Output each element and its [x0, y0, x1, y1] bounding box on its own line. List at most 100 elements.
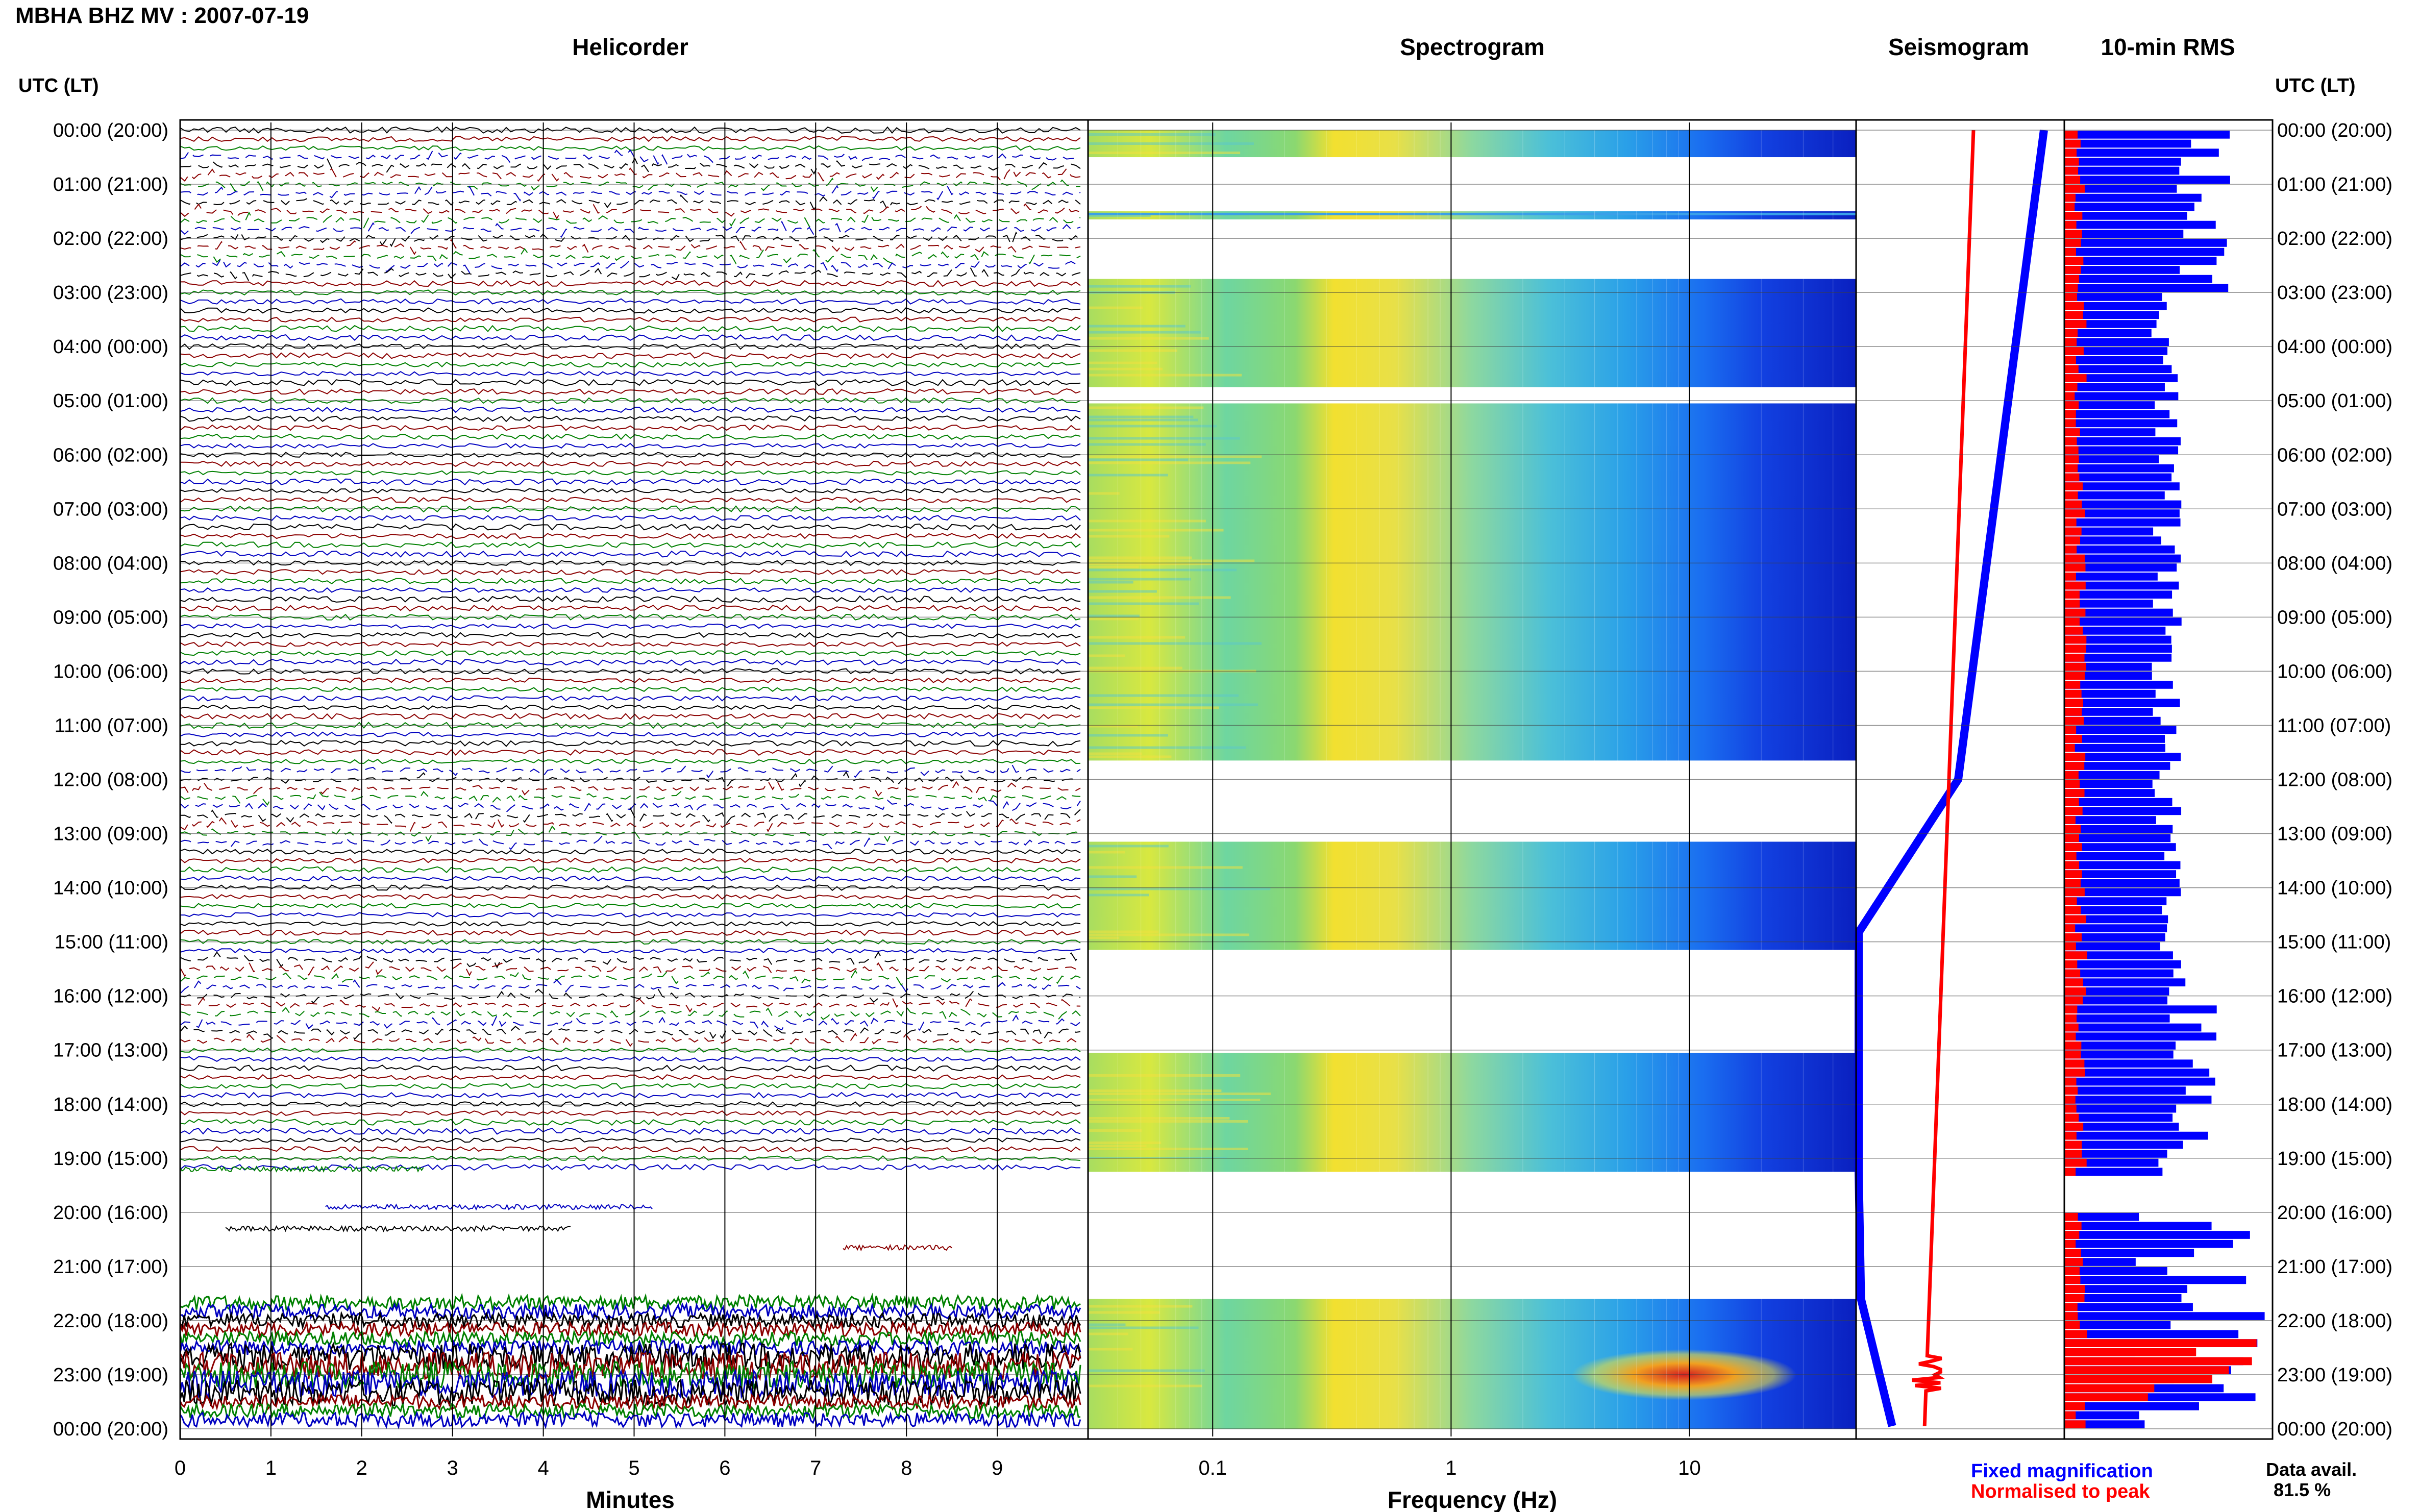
spectrogram-block — [1088, 211, 1856, 219]
legend-fixed-magnification: Fixed magnification — [1971, 1460, 2153, 1482]
rms-bar-fixed — [2064, 743, 2165, 752]
rms-bar-fixed — [2064, 437, 2181, 445]
helicorder-trace — [180, 185, 1081, 202]
helicorder-trace — [180, 211, 1081, 229]
rms-bar-normalised — [2064, 906, 2081, 914]
rms-bar-normalised — [2064, 473, 2080, 482]
helicorder-trace — [180, 541, 1081, 549]
helicorder-trace — [180, 884, 1081, 891]
helicorder-trace — [179, 1401, 1081, 1421]
rms-bar-normalised — [2064, 536, 2081, 544]
rms-bar-normalised — [2064, 247, 2076, 256]
helicorder-trace — [180, 686, 1081, 692]
helicorder-trace — [180, 388, 1081, 395]
time-tick-label-right: 21:00 (17:00) — [2277, 1256, 2392, 1278]
rms-bar-normalised — [2064, 735, 2082, 743]
data-avail-value: 81.5 % — [2274, 1479, 2331, 1500]
rms-bar-fixed — [2064, 1096, 2212, 1104]
frequency-tick-label: 1 — [1445, 1457, 1457, 1479]
helicorder-trace — [180, 515, 1081, 521]
rms-bar-fixed — [2064, 762, 2170, 770]
helicorder-trace — [180, 1032, 1081, 1047]
helicorder-trace — [180, 178, 1081, 192]
utc-label-right: UTC (LT) — [2275, 75, 2356, 96]
time-tick-label-left: 21:00 (17:00) — [53, 1256, 168, 1278]
minute-tick-label: 7 — [810, 1457, 821, 1479]
rms-bar-fixed — [2064, 1050, 2174, 1059]
rms-bar-normalised — [2064, 266, 2081, 274]
rms-bar-normalised — [2064, 275, 2080, 283]
helicorder-trace — [180, 194, 1081, 211]
helicorder-trace — [180, 623, 1081, 629]
time-tick-label-right: 23:00 (19:00) — [2277, 1365, 2392, 1386]
helicorder-trace — [180, 704, 1081, 710]
seismogram-fixed-trace — [1855, 129, 2048, 1427]
helicorder-trace — [180, 488, 1081, 494]
rms-bar-fixed — [2064, 1212, 2139, 1221]
rms-bar-normalised — [2064, 374, 2087, 382]
helicorder-trace — [179, 1310, 1081, 1331]
rms-bar-normalised — [2064, 879, 2081, 887]
rms-bar-normalised — [2064, 716, 2084, 725]
rms-bar-normalised — [2064, 1123, 2084, 1131]
rms-bar-normalised — [2064, 554, 2085, 563]
time-tick-label-right: 02:00 (22:00) — [2277, 228, 2392, 250]
helicorder-trace — [180, 979, 1081, 994]
rms-bar-normalised — [2064, 563, 2086, 572]
time-tick-label-left: 12:00 (08:00) — [53, 770, 168, 791]
helicorder-trace — [180, 1056, 1081, 1062]
rms-bar-fixed — [2064, 1222, 2212, 1230]
rms-bar-normalised — [2064, 1150, 2082, 1158]
rms-bar-fixed — [2064, 518, 2181, 527]
rms-bar-normalised — [2064, 1285, 2085, 1293]
rms-bar-fixed — [2064, 987, 2169, 996]
time-tick-label-right: 20:00 (16:00) — [2277, 1202, 2392, 1224]
rms-bar-normalised — [2064, 419, 2076, 428]
helicorder-trace — [180, 238, 1081, 255]
time-tick-label-right: 17:00 (13:00) — [2277, 1040, 2392, 1061]
rms-bar-normalised — [2064, 617, 2080, 626]
helicorder-trace — [180, 406, 1081, 413]
rms-bar-normalised — [2064, 356, 2076, 364]
rms-bar-normalised — [2064, 699, 2083, 707]
helicorder-trace — [179, 1329, 1081, 1349]
rms-bar-normalised — [2064, 1366, 2229, 1374]
helicorder-trace — [180, 298, 1081, 305]
rms-bar-normalised — [2064, 1032, 2076, 1041]
rms-bar-normalised — [2064, 662, 2086, 671]
helicorder-trace — [180, 961, 1081, 977]
rms-bar-fixed — [2064, 1303, 2193, 1311]
rms-bar-normalised — [2064, 1077, 2077, 1086]
rms-bar-normalised — [2064, 771, 2079, 779]
rms-bar-normalised — [2064, 689, 2082, 698]
time-tick-label-left: 20:00 (16:00) — [53, 1202, 168, 1224]
time-tick-label-right: 07:00 (03:00) — [2277, 499, 2392, 520]
rms-bar-fixed — [2064, 185, 2177, 193]
time-tick-label-right: 09:00 (05:00) — [2277, 607, 2392, 628]
minute-tick-label: 6 — [719, 1457, 730, 1479]
time-tick-label-left: 08:00 (04:00) — [53, 553, 168, 574]
rms-bar-fixed — [2064, 951, 2173, 959]
rms-bar-normalised — [2064, 978, 2083, 986]
time-tick-label-left: 19:00 (15:00) — [53, 1148, 168, 1170]
rms-bar-fixed — [2064, 176, 2230, 184]
helicorder-trace — [180, 749, 1081, 756]
helicorder-trace — [180, 452, 1081, 458]
rms-bar-normalised — [2064, 1276, 2081, 1284]
rms-bar-normalised — [2064, 1312, 2078, 1320]
rms-bar-normalised — [2064, 933, 2082, 941]
helicorder-trace — [180, 1163, 1080, 1171]
rms-bar-normalised — [2064, 148, 2077, 157]
rms-bar-fixed — [2064, 735, 2165, 743]
helicorder-trace — [179, 1359, 1081, 1391]
time-tick-label-left: 05:00 (01:00) — [53, 390, 168, 412]
helicorder-trace — [180, 316, 1081, 323]
spectrogram-block — [1088, 1053, 1856, 1172]
rms-bar-normalised — [2064, 347, 2084, 355]
rms-bar-normalised — [2064, 166, 2079, 175]
rms-bar-normalised — [2064, 843, 2082, 851]
rms-bar-fixed — [2064, 410, 2170, 418]
rms-bar-fixed — [2064, 139, 2191, 148]
rms-bar-fixed — [2064, 500, 2182, 509]
rms-bar-fixed — [2064, 654, 2172, 662]
